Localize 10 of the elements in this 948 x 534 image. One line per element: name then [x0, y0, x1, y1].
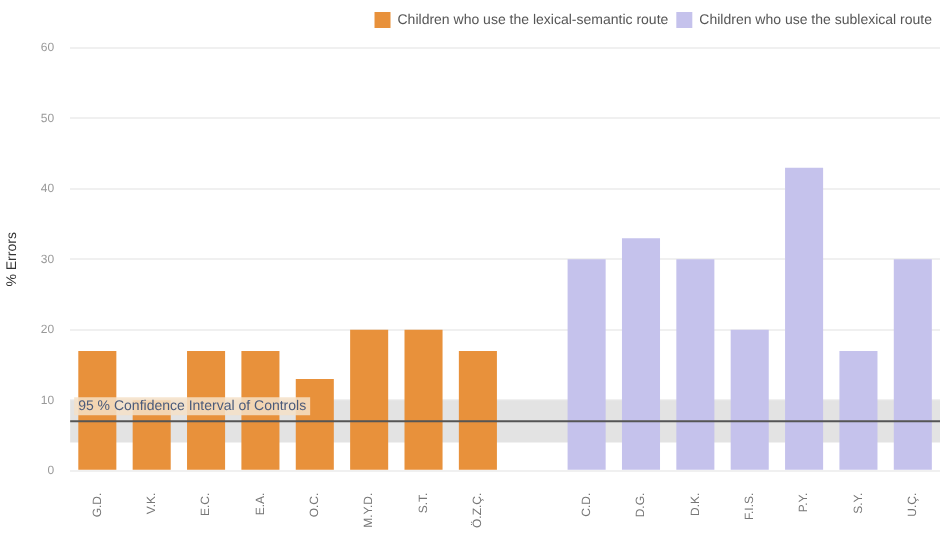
- bar: [893, 259, 932, 470]
- bar: [839, 350, 878, 470]
- bar: [621, 238, 661, 470]
- bar: [404, 329, 443, 470]
- bar: [730, 329, 769, 470]
- bar: [567, 259, 606, 470]
- bar: [676, 259, 715, 470]
- bar: [785, 167, 824, 470]
- bar: [350, 329, 389, 470]
- bar: [458, 350, 497, 470]
